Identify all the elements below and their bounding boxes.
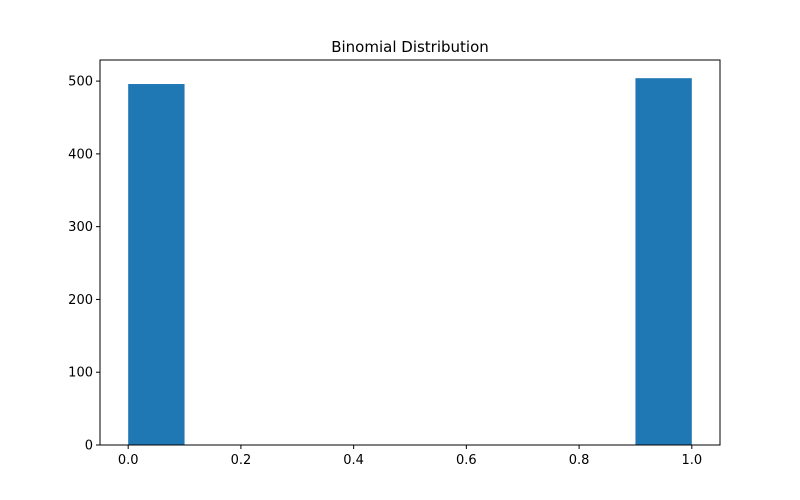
histogram-bar-0: [128, 84, 185, 445]
chart-title: Binomial Distribution: [331, 38, 489, 56]
y-tick-label: 0: [85, 439, 93, 454]
y-tick-label: 200: [68, 293, 93, 308]
plot-frame: [99, 59, 721, 446]
x-tick-label: 0.6: [456, 453, 477, 468]
y-axis: 0 100 200 300 400 500: [68, 75, 100, 454]
y-tick-label: 400: [68, 147, 93, 162]
x-tick-label: 0.0: [118, 453, 139, 468]
bars-group: [128, 78, 692, 446]
x-tick-label: 0.4: [343, 453, 364, 468]
x-axis: 0.0 0.2 0.4 0.6 0.8 1.0: [118, 445, 702, 468]
y-tick-label: 100: [68, 366, 93, 381]
y-tick-label: 300: [68, 220, 93, 235]
x-tick-label: 0.2: [231, 453, 252, 468]
x-tick-label: 1.0: [681, 453, 702, 468]
y-tick-label: 500: [68, 75, 93, 90]
histogram-bar-1: [635, 78, 692, 446]
x-tick-label: 0.8: [569, 453, 590, 468]
